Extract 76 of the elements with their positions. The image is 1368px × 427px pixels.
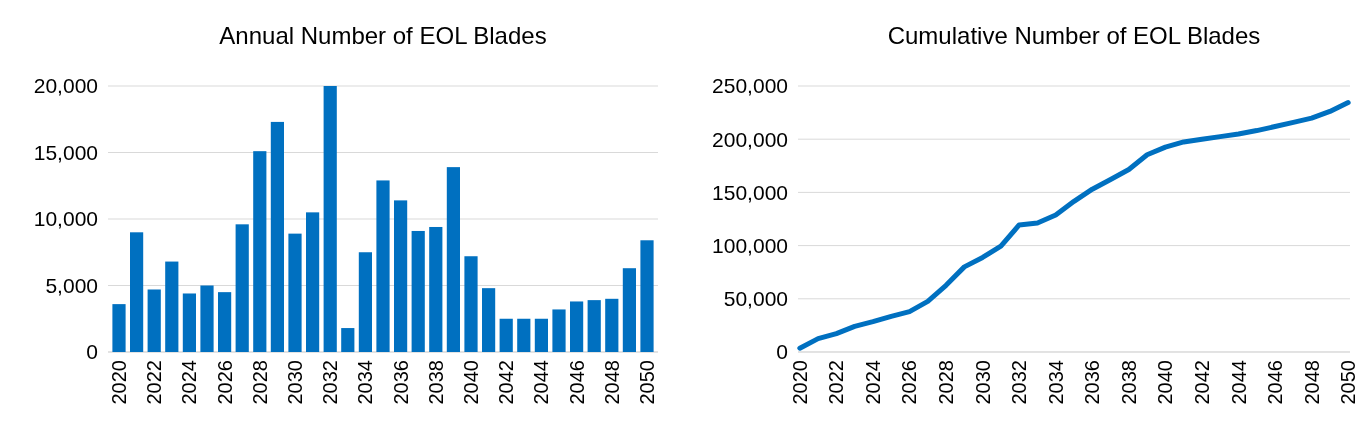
chart-title: Annual Number of EOL Blades	[219, 22, 547, 49]
y-tick-label: 150,000	[712, 180, 788, 204]
bar	[323, 86, 337, 352]
y-tick-label: 200,000	[712, 127, 788, 151]
x-tick-label: 2028	[248, 360, 271, 405]
bar	[552, 309, 566, 352]
x-tick-label: 2042	[495, 360, 518, 405]
y-tick-label: 5,000	[45, 273, 98, 297]
bar	[147, 289, 161, 352]
chart-title: Cumulative Number of EOL Blades	[887, 22, 1261, 49]
x-tick-label: 2028	[935, 360, 958, 405]
bar	[411, 230, 425, 352]
y-tick-label: 250,000	[712, 74, 788, 98]
x-tick-label: 2044	[1227, 360, 1250, 405]
y-tick-label: 10,000	[33, 207, 98, 231]
x-tick-label: 2040	[1154, 360, 1177, 405]
bar	[464, 256, 478, 352]
x-tick-label: 2026	[213, 360, 236, 405]
bar	[499, 318, 513, 352]
x-tick-label: 2034	[1044, 360, 1067, 405]
x-tick-label: 2024	[861, 360, 884, 405]
y-tick-label: 15,000	[33, 140, 98, 164]
bar	[534, 318, 548, 352]
x-tick-label: 2020	[108, 360, 130, 405]
bar	[570, 301, 584, 352]
bar	[218, 292, 232, 352]
y-tick-label: 20,000	[33, 74, 98, 98]
x-tick-label: 2020	[788, 360, 811, 405]
x-tick-label: 2038	[424, 360, 447, 405]
bar	[605, 298, 619, 352]
x-tick-label: 2050	[1337, 360, 1360, 405]
bar	[358, 252, 372, 352]
x-tick-label: 2022	[143, 360, 166, 405]
bar	[622, 268, 636, 352]
bar	[376, 180, 390, 352]
y-tick-label: 50,000	[723, 287, 788, 311]
x-tick-label: 2038	[1117, 360, 1140, 405]
x-tick-label: 2050	[636, 360, 658, 405]
x-tick-label: 2046	[565, 360, 588, 405]
x-tick-label: 2042	[1190, 360, 1213, 405]
x-tick-label: 2032	[1008, 360, 1031, 405]
x-tick-label: 2048	[600, 360, 623, 405]
bar	[130, 232, 144, 352]
y-tick-label: 100,000	[712, 233, 788, 257]
x-tick-label: 2048	[1300, 360, 1323, 405]
bar	[235, 224, 249, 352]
x-tick-label: 2022	[825, 360, 848, 405]
bar	[640, 240, 654, 352]
bar	[482, 288, 496, 352]
bar	[200, 285, 214, 352]
bar	[182, 293, 196, 352]
x-tick-label: 2026	[898, 360, 921, 405]
x-tick-label: 2030	[284, 360, 306, 405]
x-tick-label: 2036	[1081, 360, 1104, 405]
bar	[270, 121, 284, 352]
bar	[587, 300, 601, 352]
x-tick-label: 2044	[530, 360, 553, 405]
bar	[165, 261, 179, 352]
x-tick-label: 2032	[319, 360, 342, 405]
y-tick-label: 0	[86, 340, 98, 364]
y-tick-label: 0	[776, 340, 788, 364]
bar	[394, 200, 408, 352]
x-tick-label: 2046	[1264, 360, 1287, 405]
bar	[288, 233, 302, 352]
bar	[429, 226, 443, 352]
bar	[112, 304, 126, 352]
x-tick-label: 2024	[178, 360, 201, 405]
x-tick-label: 2040	[460, 360, 482, 405]
bar	[446, 167, 460, 352]
x-tick-label: 2036	[389, 360, 412, 405]
bar	[517, 318, 531, 352]
bar	[341, 328, 355, 352]
bar	[253, 151, 267, 352]
x-tick-label: 2034	[354, 360, 377, 405]
bar	[306, 212, 320, 352]
x-tick-label: 2030	[971, 360, 994, 405]
